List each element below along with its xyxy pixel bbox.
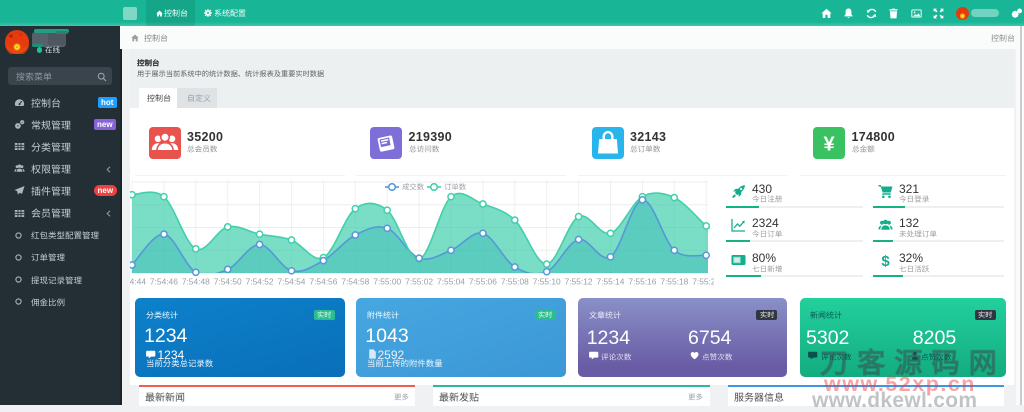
svg-text:7:54:52: 7:54:52 — [246, 277, 274, 287]
svg-text:7:55:04: 7:55:04 — [437, 277, 465, 287]
svg-text:7:55:06: 7:55:06 — [469, 277, 497, 287]
svg-text:7:55:12: 7:55:12 — [565, 277, 593, 287]
svg-text:7:55:18: 7:55:18 — [660, 277, 688, 287]
svg-text:7:54:48: 7:54:48 — [182, 277, 210, 287]
svg-text:7:55:16: 7:55:16 — [628, 277, 656, 287]
svg-text:7:54:54: 7:54:54 — [278, 277, 306, 287]
svg-text:7:55:20: 7:55:20 — [692, 277, 714, 287]
svg-text:7:54:46: 7:54:46 — [150, 277, 178, 287]
svg-text:7:55:10: 7:55:10 — [533, 277, 561, 287]
svg-text:7:55:08: 7:55:08 — [501, 277, 529, 287]
svg-text:7:54:44: 7:54:44 — [130, 277, 146, 287]
svg-text:7:54:50: 7:54:50 — [214, 277, 242, 287]
svg-text:7:55:02: 7:55:02 — [405, 277, 433, 287]
svg-text:7:55:14: 7:55:14 — [597, 277, 625, 287]
svg-text:7:54:56: 7:54:56 — [309, 277, 337, 287]
svg-text:7:54:58: 7:54:58 — [341, 277, 369, 287]
svg-text:7:55:00: 7:55:00 — [373, 277, 401, 287]
svg-text:¥: ¥ — [823, 134, 835, 156]
svg-text:$: $ — [881, 253, 890, 268]
